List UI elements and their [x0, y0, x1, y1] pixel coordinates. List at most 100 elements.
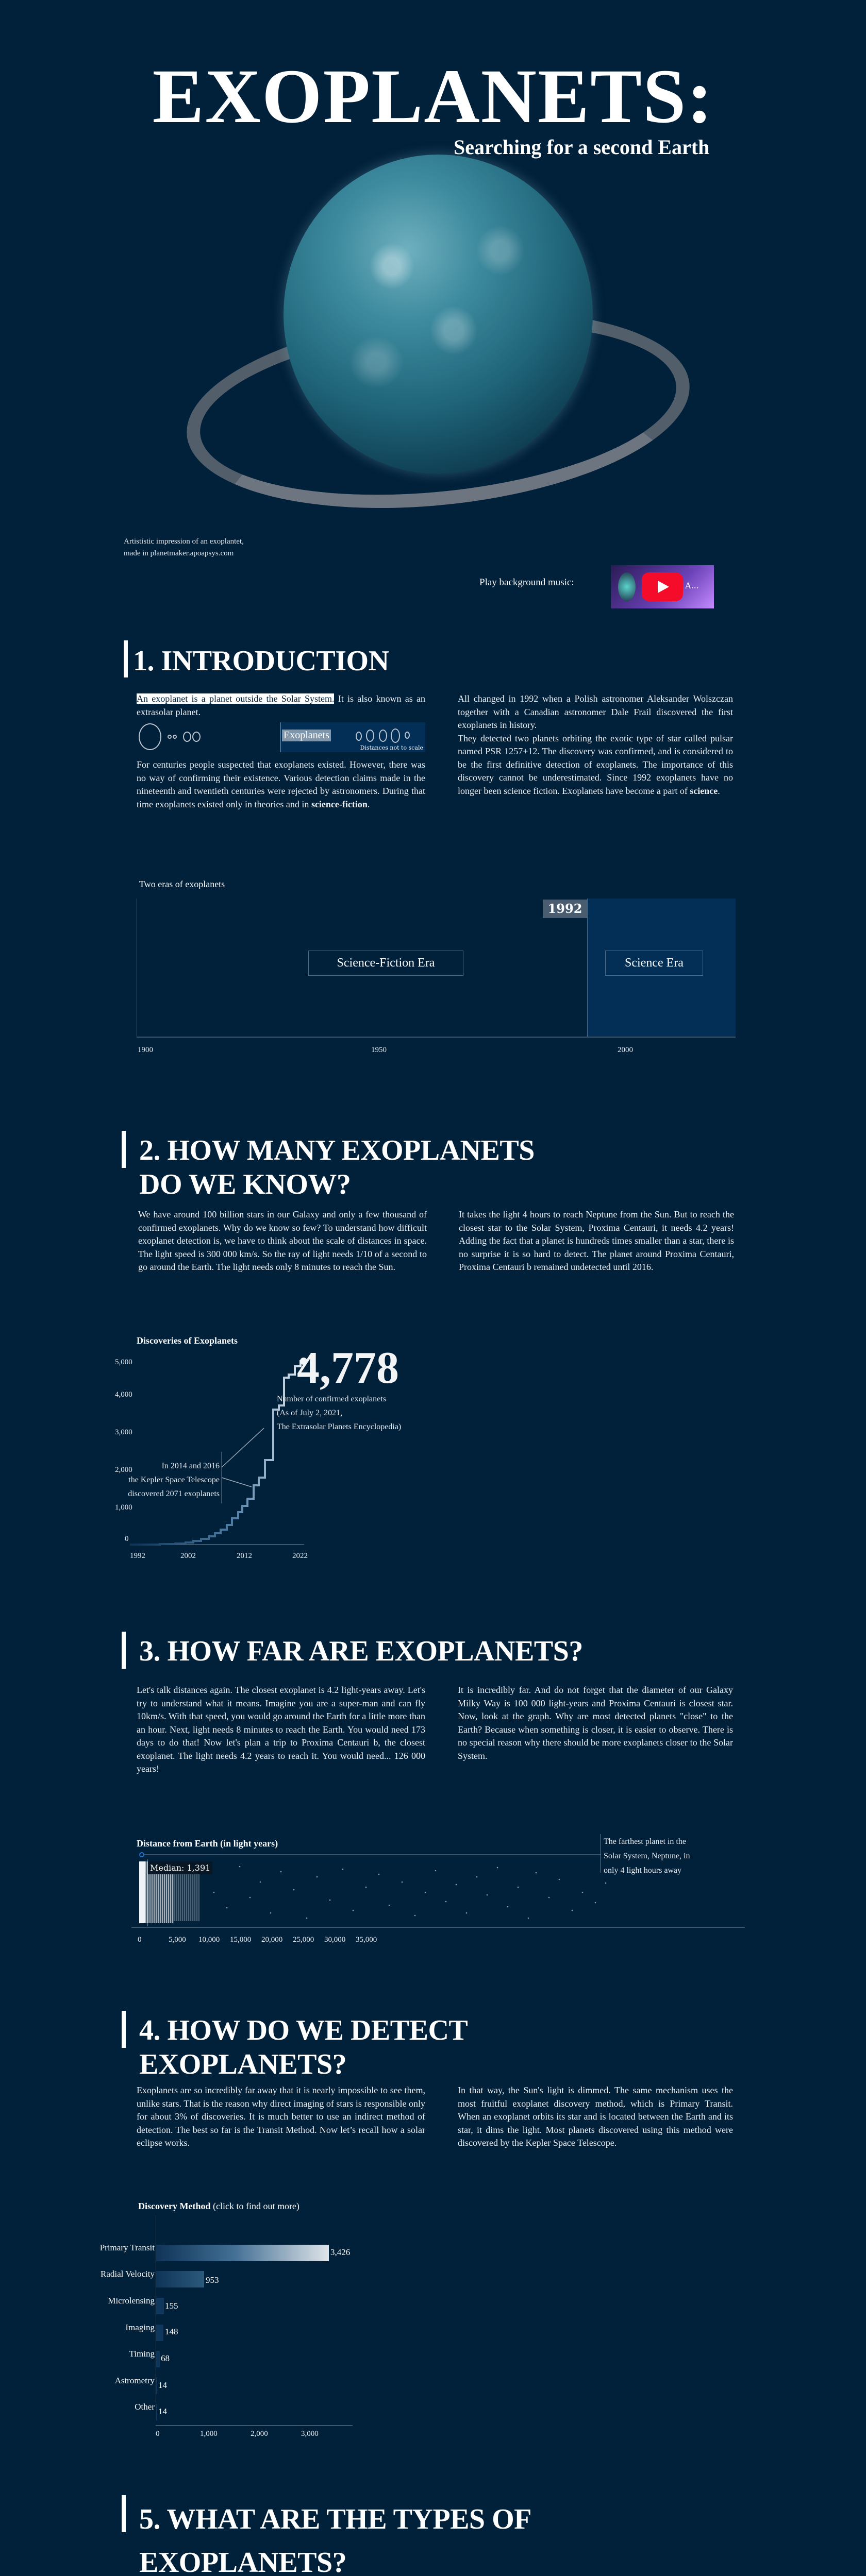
distance-chart[interactable]: The farthest planet in the Solar System,…	[116, 1834, 768, 1976]
intro-text: .	[367, 799, 370, 809]
caption-line: made in planetmaker.apoapsys.com	[124, 549, 234, 557]
section-heading: EXOPLANETS?	[139, 2547, 347, 2576]
year-1992-marker: 1992	[543, 900, 587, 918]
eras-x-axis	[137, 1037, 736, 1038]
bar-value: 14	[158, 2406, 167, 2416]
s3-left-column: Let's talk distances again. The closest …	[137, 1685, 425, 1774]
section-1-title: 1. INTRODUCTION	[133, 644, 389, 678]
bar-radial-velocity[interactable]	[156, 2271, 204, 2287]
x-tick: 25,000	[293, 1936, 314, 1944]
total-note: Number of confirmed exoplanets (As of Ju…	[277, 1392, 401, 1434]
intro-bold: science	[690, 785, 718, 796]
solar-vs-exo-diagram: Exoplanets Distances not to scale	[137, 722, 425, 753]
intro-left-column-2: For centuries people suspected that exop…	[137, 758, 425, 811]
planet-icon	[173, 735, 177, 739]
annotation-line: Solar System, Neptune, in	[604, 1852, 690, 1860]
planet-icon	[391, 728, 400, 743]
eras-chart-title: Two eras of exoplanets	[139, 879, 225, 889]
x-tick: 2000	[618, 1046, 633, 1054]
planet-icon	[356, 732, 362, 741]
neptune-marker-icon[interactable]	[139, 1852, 144, 1857]
discoveries-chart[interactable]: 5,000 4,000 3,000 2,000 1,000 0 4,778 Nu…	[103, 1314, 773, 1561]
y-tick: 3,000	[115, 1428, 132, 1436]
science-era-region[interactable]	[587, 899, 736, 1037]
section-marker	[124, 640, 128, 677]
section-3-title: 3. HOW FAR ARE EXOPLANETS?	[139, 1634, 583, 1668]
planet-icon	[168, 735, 172, 739]
section-number: 1.	[133, 645, 155, 677]
bar-x-axis	[156, 2425, 353, 2426]
bar-label: Timing	[129, 2349, 155, 2359]
exoplanet-illustration	[155, 149, 711, 531]
chart-subtitle: (click to find out more)	[212, 2201, 299, 2211]
note-line: (As of July 2, 2021,	[277, 1409, 343, 1417]
dense-points	[139, 1861, 145, 1923]
section-2-title: 2. HOW MANY EXOPLANETS DO WE KNOW?	[139, 1133, 535, 1201]
x-tick: 30,000	[324, 1936, 346, 1944]
section-heading: WHAT ARE THE TYPES OF	[166, 2503, 532, 2535]
neptune-leader-line	[144, 1854, 601, 1855]
bar-primary-transit[interactable]	[156, 2245, 329, 2261]
section-number: 5.	[139, 2503, 161, 2535]
bar-other[interactable]	[156, 2404, 157, 2420]
planet-icon	[366, 730, 374, 742]
channel-avatar	[618, 572, 636, 601]
section-number: 4.	[139, 2014, 161, 2046]
bar-imaging[interactable]	[156, 2325, 163, 2341]
intro-bold: science-fiction	[311, 799, 368, 809]
intro-text: It is also known as an extrasolar planet…	[137, 693, 425, 717]
eras-chart[interactable]: 1992 Science-Fiction Era Science Era	[137, 899, 736, 1038]
section-heading: HOW MANY EXOPLANETS	[167, 1134, 535, 1166]
bar-timing[interactable]	[156, 2351, 160, 2367]
youtube-video-embed[interactable]: A...	[611, 565, 714, 608]
intro-left-column: An exoplanet is a planet outside the Sol…	[137, 692, 425, 719]
chart-title-text: Discovery Method	[138, 2201, 211, 2211]
section-marker	[122, 1131, 126, 1168]
video-title: A...	[685, 581, 699, 590]
bar-value: 148	[165, 2327, 178, 2336]
scale-note: Distances not to scale	[360, 744, 423, 751]
x-tick: 1950	[371, 1046, 387, 1054]
youtube-play-icon[interactable]	[642, 572, 683, 601]
section-heading: INTRODUCTION	[161, 645, 390, 677]
planet-ring-front	[177, 288, 700, 531]
x-tick: 0	[156, 2430, 160, 2438]
x-tick: 5,000	[169, 1936, 186, 1944]
exoplanets-label: Exoplanets	[282, 730, 331, 741]
x-tick: 0	[138, 1936, 142, 1944]
annotation-line: the Kepler Space Telescope	[128, 1476, 220, 1484]
s3-right-column: It is incredibly far. And do not forget …	[458, 1685, 733, 1761]
science-era-label: Science Era	[605, 951, 703, 976]
x-tick: 35,000	[356, 1936, 377, 1944]
section-heading: DO WE KNOW?	[139, 1168, 351, 1200]
bar-microlensing[interactable]	[156, 2298, 164, 2314]
section-heading: HOW DO WE DETECT	[167, 2014, 468, 2046]
planet-sphere	[284, 155, 593, 474]
y-tick: 2,000	[115, 1466, 132, 1474]
x-tick: 15,000	[230, 1936, 252, 1944]
planet-icon	[183, 732, 191, 742]
music-label: Play background music:	[479, 577, 574, 588]
section-heading: HOW FAR ARE EXOPLANETS?	[167, 1635, 584, 1667]
s4-left-column: Exoplanets are so incredibly far away th…	[137, 2085, 425, 2148]
bar-value: 953	[206, 2275, 219, 2285]
y-tick: 4,000	[115, 1391, 132, 1399]
hero-subtitle: Searching for a second Earth	[454, 135, 710, 159]
image-caption: Artististic impression of an exoplantet,…	[124, 536, 244, 560]
x-tick: 2002	[180, 1552, 196, 1560]
intro-text: They detected two planets orbiting the e…	[458, 733, 733, 796]
discovery-method-chart[interactable]: Primary Transit 3,426 Radial Velocity 95…	[100, 2215, 773, 2432]
y-tick: 1,000	[115, 1503, 132, 1512]
kepler-annotation: In 2014 and 2016 the Kepler Space Telesc…	[124, 1459, 220, 1501]
section-number: 2.	[139, 1134, 161, 1166]
section-heading: EXOPLANETS?	[139, 2048, 347, 2080]
x-tick: 3,000	[301, 2430, 319, 2438]
discovery-method-title: Discovery Method (click to find out more…	[138, 2201, 299, 2212]
section-5-title: 5. WHAT ARE THE TYPES OF EXOPLANETS?	[139, 2498, 531, 2576]
x-tick: 20,000	[261, 1936, 283, 1944]
bar-astrometry[interactable]	[156, 2378, 157, 2394]
neptune-annotation: The farthest planet in the Solar System,…	[604, 1835, 690, 1878]
bar-label: Radial Velocity	[101, 2269, 155, 2279]
section-number: 3.	[139, 1635, 161, 1667]
